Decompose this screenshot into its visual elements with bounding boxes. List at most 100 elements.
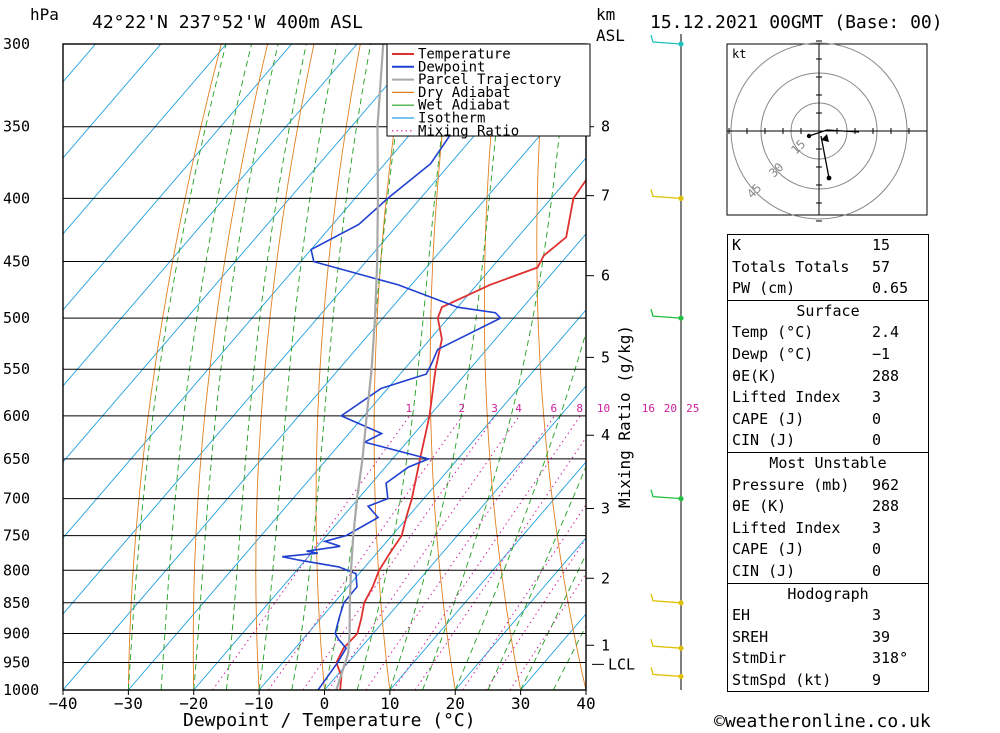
isotherm-line <box>63 44 423 463</box>
lcl-label: LCL <box>608 655 635 673</box>
pressure-unit-label: hPa <box>30 5 59 24</box>
dry-adiabat-line <box>127 44 222 690</box>
dry-adiabat-line <box>429 44 456 690</box>
km-tick-label: 3 <box>601 499 610 517</box>
table-row: CIN (J) 0 <box>728 561 928 583</box>
legend-label: Dry Adiabat <box>418 85 511 101</box>
table-row-value: 3 <box>872 606 882 625</box>
km-tick-label: 4 <box>601 426 610 444</box>
dewpoint-line <box>282 44 509 690</box>
wet-adiabat-line <box>422 44 570 690</box>
table-row-label: CAPE (J) <box>732 409 805 428</box>
table-row: Temp (°C) 2.4 <box>728 322 928 344</box>
x-tick-label: −20 <box>179 694 208 713</box>
table-section-title: Hodograph <box>787 584 869 603</box>
dry-adiabat-line <box>192 44 269 690</box>
x-tick-label: 30 <box>511 694 530 713</box>
table-row-value: 2.4 <box>872 323 900 342</box>
wind-barb <box>650 308 682 319</box>
mixing-ratio-label: 2 <box>458 402 465 415</box>
profile-series <box>282 44 586 690</box>
table-row-label: PW (cm) <box>732 279 796 298</box>
mixing-ratio-label: 3 <box>491 402 498 415</box>
isotherm-line <box>63 44 162 159</box>
table-row-value: 3 <box>872 518 882 537</box>
table-row-label: CIN (J) <box>732 431 796 450</box>
table-row-label: StmSpd (kt) <box>732 670 832 689</box>
mixing-ratio-label: 16 <box>642 402 655 415</box>
dry-adiabat-line <box>963 44 1000 690</box>
pressure-tick-label: 800 <box>3 561 30 579</box>
axes: 3003504004505005506006507007508008509009… <box>3 35 635 713</box>
table-row: Lifted Index 3 <box>728 518 928 540</box>
table-section: K 15 Totals Totals 57 PW (cm) 0.65 <box>728 235 928 300</box>
km-unit-label: km <box>596 5 615 24</box>
wind-barb <box>650 593 682 604</box>
pressure-tick-label: 400 <box>3 189 30 207</box>
dry-adiabat-line <box>536 44 586 690</box>
km-tick-label: 7 <box>601 187 610 205</box>
pressure-tick-label: 500 <box>3 309 30 327</box>
mixing-ratio-label: 20 <box>664 402 677 415</box>
mixing-ratio-label: 4 <box>515 402 522 415</box>
km-tick-label: 2 <box>601 569 610 587</box>
table-row-label: Totals Totals <box>732 257 850 276</box>
wet-adiabat-line <box>225 44 307 690</box>
table-row-value: 15 <box>872 236 891 254</box>
table-section: Most Unstable Pressure (mb) 962 θE (K) 288 Li… <box>728 451 928 583</box>
plot-frame <box>62 43 587 691</box>
table-row: PW (cm) 0.65 <box>728 278 928 300</box>
table-row-value: 0.65 <box>872 279 909 298</box>
table-row: StmSpd (kt) 9 <box>728 670 928 692</box>
mixing-ratio-label: 1 <box>406 402 413 415</box>
table-row: Lifted Index 3 <box>728 387 928 409</box>
mixing-ratio-line <box>267 415 463 690</box>
table-row: Pressure (mb) 962 <box>728 475 928 497</box>
legend-label: Temperature <box>418 47 511 63</box>
legend-label: Isotherm <box>418 111 485 127</box>
table-row: θE (K) 288 <box>728 496 928 518</box>
isotherm-line <box>63 44 293 311</box>
pressure-tick-label: 600 <box>3 407 30 425</box>
pressure-tick-label: 350 <box>3 118 30 136</box>
table-row-value: 9 <box>872 670 882 689</box>
wind-column <box>650 34 684 690</box>
table-row-value: 288 <box>872 366 900 385</box>
km-tick-label: 6 <box>601 267 610 285</box>
table-row-value: −1 <box>872 344 891 363</box>
wet-adiabat-line <box>389 44 507 690</box>
table-row: K 15 <box>728 235 928 257</box>
table-row: CAPE (J) 0 <box>728 409 928 431</box>
table-section: Surface Temp (°C) 2.4 Dewp (°C) −1 θE(K) 288 Li… <box>728 299 928 452</box>
pressure-tick-label: 850 <box>3 594 30 612</box>
x-tick-label: −40 <box>49 694 78 713</box>
wet-adiabat-line <box>487 465 586 690</box>
dry-adiabat-line <box>637 44 717 690</box>
pressure-tick-label: 550 <box>3 360 30 378</box>
hodograph-unit: kt <box>732 47 746 61</box>
pressure-tick-label: 950 <box>3 653 30 671</box>
mixing-ratio-label: 8 <box>576 402 583 415</box>
table-row: Totals Totals 57 <box>728 257 928 279</box>
wind-barb <box>650 34 682 45</box>
isotherm-line <box>454 537 586 690</box>
table-row-label: CAPE (J) <box>732 540 805 559</box>
storm-motion-marker <box>821 134 829 142</box>
x-tick-label: −10 <box>245 694 274 713</box>
table-row-label: θE (K) <box>732 497 787 516</box>
table-row: EH 3 <box>728 605 928 627</box>
table-row-value: 39 <box>872 627 891 646</box>
isotherm-line <box>258 309 586 690</box>
wet-adiabat-line <box>258 44 338 690</box>
hodograph-point <box>826 175 832 181</box>
table-row-label: Temp (°C) <box>732 323 814 342</box>
km-tick-label: 1 <box>601 636 610 654</box>
wet-adiabat-line <box>324 44 410 690</box>
legend-label: Wet Adiabat <box>418 98 511 114</box>
pressure-tick-label: 450 <box>3 253 30 271</box>
pressure-grid: 1 2 3 4 6 8 10 16 20 25 <box>63 43 699 691</box>
isotherm-line <box>63 44 358 387</box>
